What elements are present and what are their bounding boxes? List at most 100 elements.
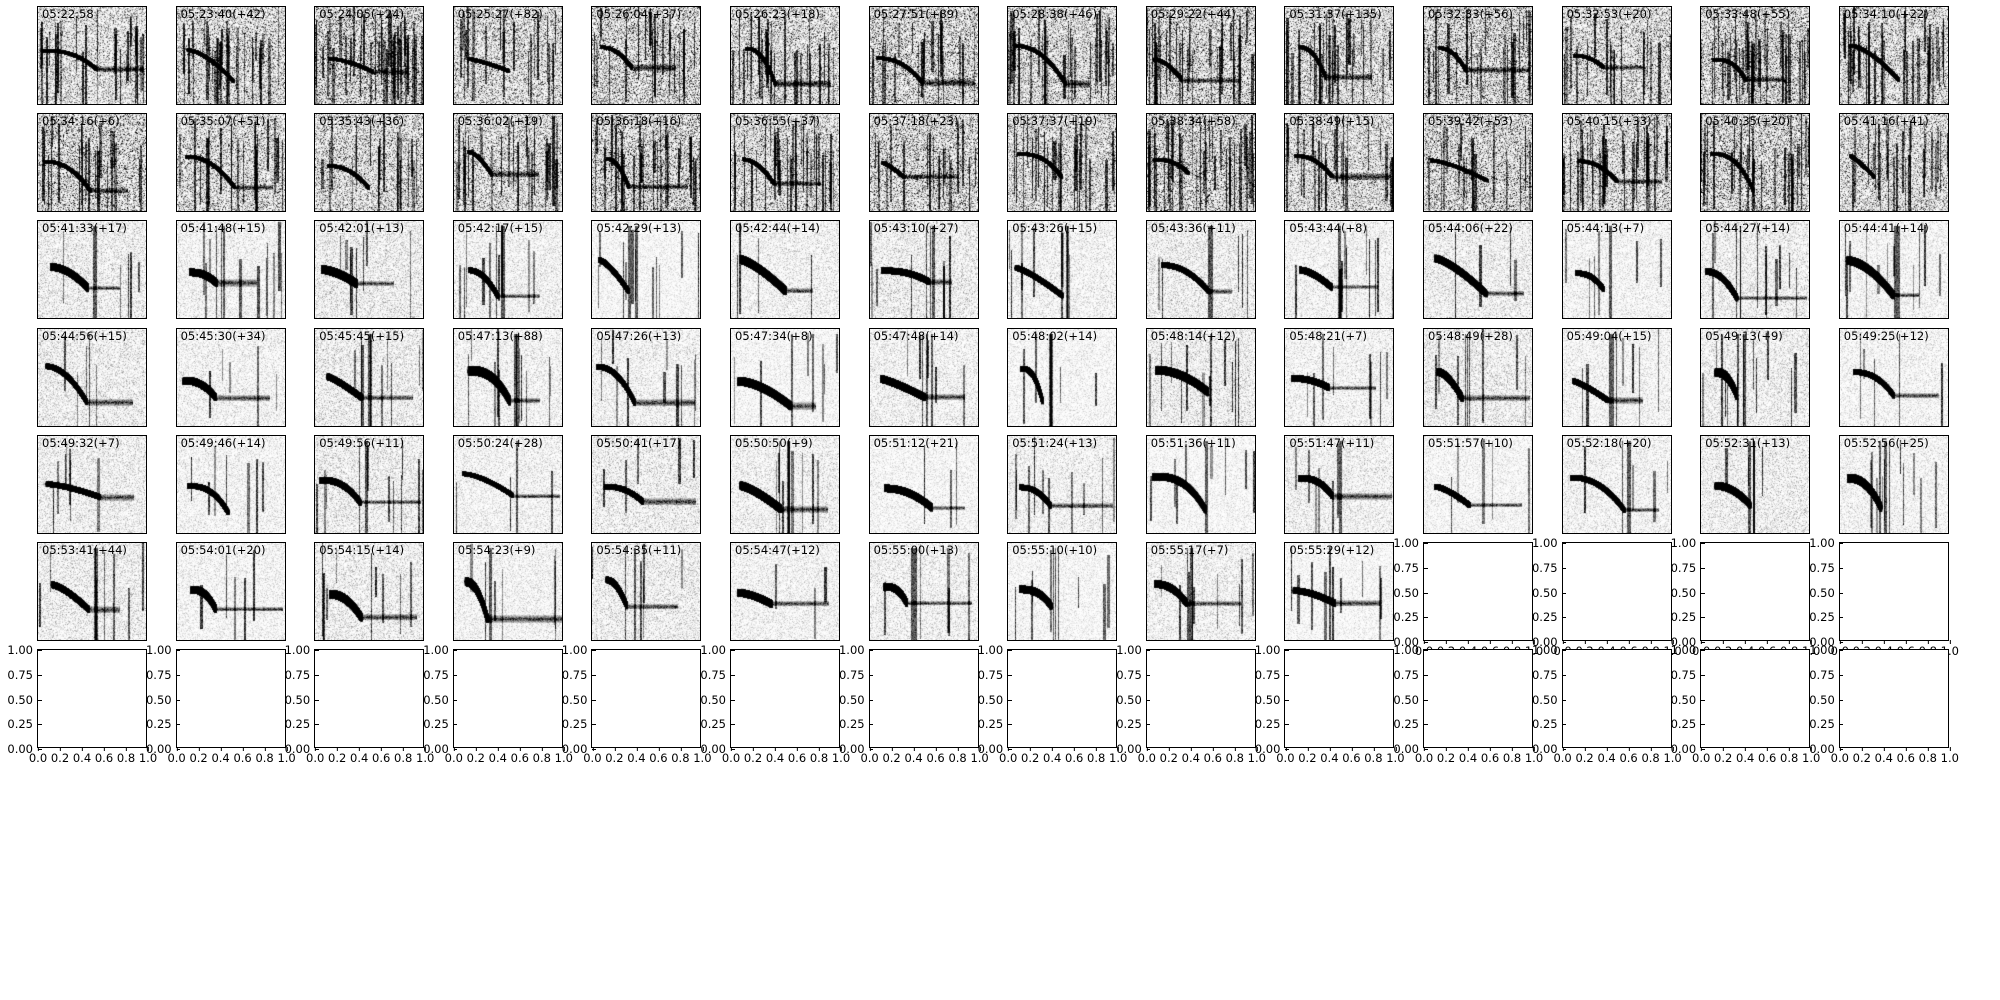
spectrogram-panel[interactable]: 05:36:18(+16) bbox=[591, 113, 702, 213]
spectrogram-panel[interactable]: 05:26:04(+37) bbox=[591, 6, 702, 105]
spectrogram-panel[interactable]: 05:36:02(+19) bbox=[452, 113, 563, 213]
spectrogram-panel[interactable]: 05:51:36(+11) bbox=[1145, 434, 1256, 534]
empty-axes[interactable]: 1.000.750.500.250.000.00.20.40.60.81.0 bbox=[1671, 536, 1821, 658]
spectrogram-panel[interactable]: 05:49:25(+12) bbox=[1838, 327, 1949, 427]
spectrogram-panel[interactable]: 05:31:37(+135) bbox=[1284, 6, 1395, 105]
spectrogram-panel[interactable]: 05:33:48(+55) bbox=[1700, 6, 1811, 105]
spectrogram-panel[interactable]: 05:48:49(+28) bbox=[1423, 327, 1533, 427]
spectrogram-panel[interactable]: 05:38:34(+58) bbox=[1145, 113, 1256, 213]
spectrogram-panel[interactable]: 05:53:41(+44) bbox=[37, 542, 147, 641]
spectrogram-panel[interactable]: 05:42:01(+13) bbox=[314, 220, 425, 320]
spectrogram-panel[interactable]: 05:44:13(+7) bbox=[1561, 220, 1672, 320]
spectrogram-panel[interactable]: 05:40:15(+33) bbox=[1561, 113, 1672, 213]
spectrogram-panel[interactable]: 05:35:43(+36) bbox=[314, 113, 425, 213]
spectrogram-panel[interactable]: 05:48:14(+12) bbox=[1145, 327, 1256, 427]
spectrogram-panel[interactable]: 05:41:16(+41) bbox=[1838, 113, 1949, 213]
spectrogram-panel[interactable]: 05:55:17(+7) bbox=[1145, 542, 1256, 641]
spectrogram-panel[interactable]: 05:47:48(+14) bbox=[868, 327, 979, 427]
spectrogram-panel[interactable]: 05:49:13(+9) bbox=[1700, 327, 1811, 427]
spectrogram-panel[interactable]: 05:55:10(+10) bbox=[1007, 542, 1118, 641]
spectrogram-panel[interactable]: 05:45:30(+34) bbox=[175, 327, 286, 427]
spectrogram-panel[interactable]: 05:34:10(+22) bbox=[1838, 6, 1949, 105]
spectrogram-panel[interactable]: 05:44:06(+22) bbox=[1423, 220, 1533, 320]
spectrogram-panel[interactable]: 05:41:48(+15) bbox=[175, 220, 286, 320]
spectrogram-panel[interactable]: 05:49:04(+15) bbox=[1561, 327, 1672, 427]
spectrogram-panel[interactable]: 05:55:00(+13) bbox=[868, 542, 979, 641]
spectrogram-panel[interactable]: 05:54:23(+9) bbox=[452, 542, 563, 641]
spectrogram-panel[interactable]: 05:51:57(+10) bbox=[1423, 434, 1533, 534]
spectrogram-panel[interactable]: 05:42:29(+13) bbox=[591, 220, 702, 320]
spectrogram-panel[interactable]: 05:41:33(+17) bbox=[37, 220, 147, 320]
spectrogram-panel[interactable]: 05:32:53(+20) bbox=[1561, 6, 1672, 105]
spectrogram-panel[interactable]: 05:50:24(+28) bbox=[452, 434, 563, 534]
spectrogram-panel[interactable]: 05:44:41(+14) bbox=[1838, 220, 1949, 320]
spectrogram-panel[interactable]: 05:37:18(+23) bbox=[868, 113, 979, 213]
spectrogram-panel[interactable]: 05:48:02(+14) bbox=[1007, 327, 1118, 427]
spectrogram-panel[interactable]: 05:55:29(+12) bbox=[1284, 542, 1395, 641]
spectrogram-panel[interactable]: 05:34:16(+6) bbox=[37, 113, 147, 213]
spectrogram-panel[interactable]: 05:27:51(+89) bbox=[868, 6, 979, 105]
spectrogram-panel[interactable]: 05:49:32(+7) bbox=[37, 434, 147, 534]
spectrogram-panel[interactable]: 05:43:26(+15) bbox=[1007, 220, 1118, 320]
spectrogram-panel[interactable]: 05:42:44(+14) bbox=[730, 220, 840, 320]
spectrogram-panel[interactable]: 05:52:56(+25) bbox=[1838, 434, 1949, 534]
spectrogram-panel[interactable]: 05:22:58 bbox=[37, 6, 147, 105]
spectrogram-panel[interactable]: 05:51:24(+13) bbox=[1007, 434, 1118, 534]
spectrogram-panel[interactable]: 05:51:12(+21) bbox=[868, 434, 979, 534]
spectrogram-panel[interactable]: 05:43:36(+11) bbox=[1145, 220, 1256, 320]
spectrogram-panel[interactable]: 05:28:38(+46) bbox=[1007, 6, 1118, 105]
spectrogram-panel[interactable]: 05:40:35(+20) bbox=[1700, 113, 1811, 213]
spectrogram-panel[interactable]: 05:52:31(+13) bbox=[1700, 434, 1811, 534]
spectrogram-panel[interactable]: 05:38:49(+15) bbox=[1284, 113, 1395, 213]
spectrogram-panel[interactable]: 05:54:01(+20) bbox=[175, 542, 286, 641]
empty-axes[interactable]: 1.000.750.500.250.000.00.20.40.60.81.0 bbox=[1393, 536, 1543, 658]
spectrogram-panel[interactable]: 05:50:41(+17) bbox=[591, 434, 702, 534]
spectrogram-panel[interactable]: 05:54:47(+12) bbox=[730, 542, 840, 641]
y-tick-label: 0.50 bbox=[7, 693, 42, 707]
y-tick-label: 0.25 bbox=[146, 717, 181, 731]
spectrogram-panel[interactable]: 05:35:07(+51) bbox=[175, 113, 286, 213]
empty-axes[interactable]: 1.000.750.500.250.000.00.20.40.60.81.0 bbox=[1532, 536, 1682, 658]
spectrogram-panel[interactable]: 05:25:27(+82) bbox=[452, 6, 563, 105]
spectrogram-panel[interactable]: 05:39:42(+53) bbox=[1423, 113, 1533, 213]
empty-axes[interactable]: 1.000.750.500.250.000.00.20.40.60.81.0 bbox=[1809, 536, 1959, 658]
spectrogram-panel[interactable]: 05:47:26(+13) bbox=[591, 327, 702, 427]
spectrogram-panel[interactable]: 05:43:10(+27) bbox=[868, 220, 979, 320]
spectrogram-panel[interactable]: 05:45:45(+15) bbox=[314, 327, 425, 427]
spectrogram-panel[interactable]: 05:54:35(+11) bbox=[591, 542, 702, 641]
spectrogram-panel[interactable]: 05:37:37(+19) bbox=[1007, 113, 1118, 213]
spectrogram-panel[interactable]: 05:48:21(+7) bbox=[1284, 327, 1395, 427]
spectrogram-panel[interactable]: 05:23:40(+42) bbox=[175, 6, 286, 105]
spectrogram-panel[interactable]: 05:54:15(+14) bbox=[314, 542, 425, 641]
spectrogram-panel[interactable]: 05:43:44(+8) bbox=[1284, 220, 1395, 320]
spectrogram-panel[interactable]: 05:29:22(+44) bbox=[1145, 6, 1256, 105]
spectrogram-panel[interactable]: 05:49:46(+14) bbox=[175, 434, 286, 534]
spectrogram-panel[interactable]: 05:47:13(+88) bbox=[452, 327, 563, 427]
spectrogram-panel[interactable]: 05:47:34(+8) bbox=[730, 327, 840, 427]
spectrogram-panel[interactable]: 05:32:33(+56) bbox=[1423, 6, 1533, 105]
spectrogram-panel[interactable]: 05:52:18(+20) bbox=[1561, 434, 1672, 534]
spectrogram-panel[interactable]: 05:24:05(+24) bbox=[314, 6, 425, 105]
spectrogram-panel[interactable]: 05:44:56(+15) bbox=[37, 327, 147, 427]
spectrogram-panel[interactable]: 05:42:17(+15) bbox=[452, 220, 563, 320]
spectrogram-panel[interactable]: 05:44:27(+14) bbox=[1700, 220, 1811, 320]
spectrogram-panel[interactable]: 05:36:55(+37) bbox=[730, 113, 840, 213]
spectrogram-panel[interactable]: 05:50:50(+9) bbox=[730, 434, 840, 534]
spectrogram-panel[interactable]: 05:49:56(+11) bbox=[314, 434, 425, 534]
spectrogram-panel[interactable]: 05:51:47(+11) bbox=[1284, 434, 1395, 534]
spectrogram-panel[interactable]: 05:26:23(+18) bbox=[730, 6, 840, 105]
